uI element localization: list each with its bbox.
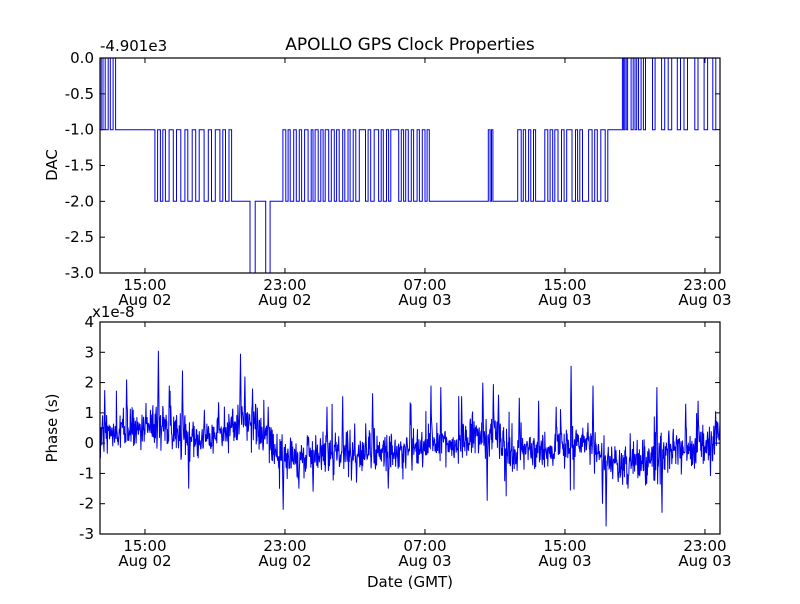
y-tick-label: -0.5 [65, 85, 94, 103]
y-tick-label: -1.5 [65, 157, 94, 175]
axes-phase-frame [99, 321, 721, 535]
phase-noise-line [100, 350, 720, 527]
x-tick-label-date: Aug 03 [538, 552, 591, 570]
x-tick-label-date: Aug 03 [398, 291, 451, 309]
dac-step-line [100, 58, 720, 273]
x-tick-label-time: 07:00 [403, 276, 446, 294]
y-tick-label: -1.0 [65, 121, 94, 139]
chart-title: APOLLO GPS Clock Properties [285, 35, 535, 55]
y-tick-label: 1 [84, 404, 94, 422]
y-tick-label: -1 [79, 464, 94, 482]
phase-y-axis-label: Phase (s) [43, 393, 61, 462]
y-tick-label: -2 [79, 495, 94, 513]
x-tick-label-date: Aug 02 [118, 552, 171, 570]
y-tick-label: 2 [84, 374, 94, 392]
x-tick-label-date: Aug 03 [678, 552, 731, 570]
y-tick-label: 3 [84, 343, 94, 361]
y-tick-label: 0 [84, 434, 94, 452]
y-tick-label: -2.0 [65, 192, 94, 210]
y-tick-label: -3.0 [65, 264, 94, 282]
x-tick-label-time: 15:00 [123, 276, 166, 294]
x-tick-label-date: Aug 03 [538, 291, 591, 309]
x-tick-label-time: 07:00 [403, 537, 446, 555]
x-tick-label-time: 15:00 [123, 537, 166, 555]
x-tick-label-time: 15:00 [543, 537, 586, 555]
dac-axis-offset-text: -4.901e3 [100, 37, 167, 55]
x-tick-label-time: 23:00 [683, 276, 726, 294]
y-tick-label: -2.5 [65, 228, 94, 246]
axes-dac-frame [99, 57, 721, 274]
x-tick-label-date: Aug 02 [258, 552, 311, 570]
x-tick-label-time: 23:00 [683, 537, 726, 555]
x-tick-label-date: Aug 03 [398, 552, 451, 570]
x-tick-label-time: 23:00 [263, 537, 306, 555]
x-tick-label-time: 23:00 [263, 276, 306, 294]
phase-axis-multiplier-text: x1e-8 [92, 303, 135, 321]
x-axis-label: Date (GMT) [367, 573, 453, 591]
x-tick-label-date: Aug 03 [678, 291, 731, 309]
y-tick-label: 0.0 [70, 49, 94, 67]
y-tick-label: 4 [84, 313, 94, 331]
x-tick-label-date: Aug 02 [118, 291, 171, 309]
x-tick-label-date: Aug 02 [258, 291, 311, 309]
dac-y-axis-label: DAC [43, 149, 61, 181]
x-tick-label-time: 15:00 [543, 276, 586, 294]
y-tick-label: -3 [79, 525, 94, 543]
